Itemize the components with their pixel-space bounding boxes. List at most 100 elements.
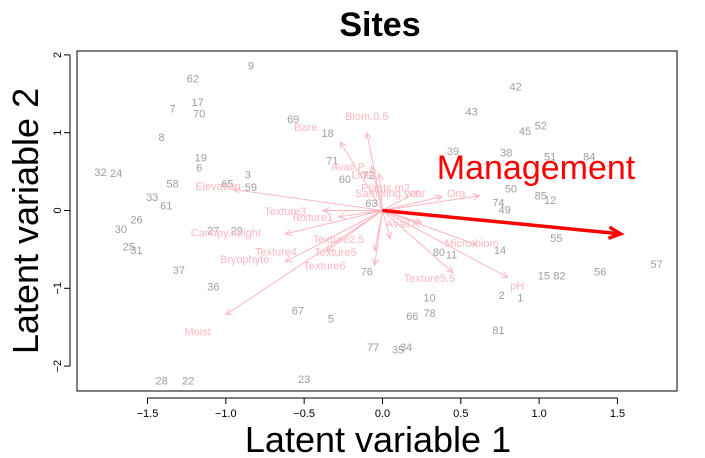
site-label: 33 bbox=[146, 192, 158, 204]
variable-arrow bbox=[371, 166, 383, 211]
variable-label: Canopy.height bbox=[191, 228, 261, 240]
x-tick-label: −1.5 bbox=[137, 408, 159, 420]
site-label: 84 bbox=[583, 151, 595, 163]
site-label: 39 bbox=[447, 146, 459, 158]
variable-arrow-head bbox=[435, 194, 444, 202]
variable-arrow bbox=[382, 210, 454, 274]
site-label: 78 bbox=[423, 308, 435, 320]
site-label: 27 bbox=[207, 225, 219, 237]
site-label: 60 bbox=[339, 174, 351, 186]
site-label: 5 bbox=[328, 313, 334, 325]
variable-arrow-head bbox=[500, 271, 509, 278]
x-tick-label: −1.0 bbox=[215, 408, 237, 420]
site-label: 10 bbox=[423, 292, 435, 304]
chart-title: Sites bbox=[339, 6, 420, 44]
site-label: 61 bbox=[160, 201, 172, 213]
y-tick-label: −2 bbox=[52, 360, 64, 373]
variable-arrow bbox=[338, 210, 383, 218]
y-tick-label: 0 bbox=[52, 207, 64, 213]
site-label: 63 bbox=[365, 198, 377, 210]
variable-label: Elevation bbox=[195, 181, 240, 193]
variable-arrow bbox=[382, 196, 443, 211]
y-axis-title: Latent variable 2 bbox=[5, 88, 46, 354]
variable-arrow bbox=[378, 173, 383, 211]
variable-label: Texture4 bbox=[255, 246, 297, 258]
site-label: 3 bbox=[245, 169, 251, 181]
variable-arrow-head bbox=[376, 172, 384, 181]
site-label: 11 bbox=[446, 250, 457, 262]
site-label: 9 bbox=[248, 60, 254, 72]
variable-label: Avail.K bbox=[386, 218, 421, 230]
management-vector: Management bbox=[382, 149, 636, 240]
site-label: 50 bbox=[505, 183, 517, 195]
variable-arrow-head bbox=[337, 212, 346, 220]
site-label: 22 bbox=[182, 376, 194, 388]
variable-arrows bbox=[224, 131, 509, 316]
management-label: Management bbox=[437, 149, 636, 187]
plot-frame bbox=[76, 50, 678, 392]
site-label: 14 bbox=[494, 245, 506, 257]
variable-arrow bbox=[382, 195, 480, 211]
site-label: 59 bbox=[245, 182, 257, 194]
site-label: 31 bbox=[130, 245, 142, 257]
variable-arrow bbox=[382, 190, 419, 211]
x-tick-label: 0.5 bbox=[453, 408, 468, 420]
variable-label: Org bbox=[447, 188, 465, 200]
site-label: 24 bbox=[110, 168, 122, 180]
y-axis: −2 −1 0 1 2 bbox=[52, 52, 71, 373]
variable-label: Texture5.5 bbox=[404, 273, 455, 285]
site-label: 15 bbox=[538, 271, 550, 283]
variable-arrow bbox=[285, 210, 383, 263]
variable-arrow-head bbox=[414, 217, 423, 225]
y-tick-label: 2 bbox=[52, 52, 64, 58]
x-axis-title: Latent variable 1 bbox=[245, 419, 511, 458]
site-label: 71 bbox=[326, 155, 338, 167]
site-label: 72 bbox=[362, 170, 374, 182]
site-label: 42 bbox=[510, 81, 522, 93]
variable-arrow bbox=[339, 141, 383, 211]
site-label: 32 bbox=[94, 167, 106, 179]
variable-arrow-head bbox=[385, 231, 393, 240]
site-label: 51 bbox=[544, 151, 556, 163]
variable-arrow-head bbox=[411, 190, 420, 198]
site-label: 76 bbox=[361, 267, 373, 279]
y-tick-label: −1 bbox=[52, 282, 64, 295]
site-label: 66 bbox=[406, 311, 418, 323]
x-tick-label: 0.0 bbox=[375, 408, 390, 420]
y-tick-label: 1 bbox=[52, 130, 64, 136]
variable-arrow bbox=[233, 188, 383, 211]
site-label: 19 bbox=[195, 152, 207, 164]
site-label: 80 bbox=[433, 247, 445, 259]
variable-label: Avail.P bbox=[331, 162, 365, 174]
site-label: 45 bbox=[519, 126, 531, 138]
site-label: 55 bbox=[550, 233, 562, 245]
site-label: 12 bbox=[544, 195, 556, 207]
variable-arrow-head bbox=[472, 193, 481, 201]
site-label: 36 bbox=[207, 281, 219, 293]
variable-label: Texture5 bbox=[314, 247, 356, 259]
variable-arrow-head bbox=[284, 229, 293, 236]
variable-arrow bbox=[285, 210, 383, 235]
variable-arrow-head bbox=[369, 165, 377, 174]
variable-arrow-head bbox=[284, 255, 293, 263]
site-label: 26 bbox=[130, 215, 142, 227]
variable-label: Texture3 bbox=[264, 206, 306, 218]
site-label: 37 bbox=[173, 265, 185, 277]
site-label: 56 bbox=[594, 267, 606, 279]
variable-label: Bare bbox=[294, 122, 317, 134]
site-label: 17 bbox=[192, 97, 204, 109]
variable-arrow-head bbox=[364, 131, 372, 140]
variable-label: Moist bbox=[184, 327, 210, 339]
site-label: 65 bbox=[221, 179, 233, 191]
site-label: 62 bbox=[187, 74, 199, 86]
site-label: 38 bbox=[500, 148, 512, 160]
variable-arrow-head bbox=[224, 308, 233, 316]
x-axis: −1.5 −1.0 −0.5 0.0 0.5 1.0 1.5 bbox=[137, 397, 625, 420]
site-label: 70 bbox=[193, 109, 205, 121]
variable-arrow-head bbox=[372, 258, 379, 267]
site-label: 25 bbox=[123, 242, 135, 254]
x-tick-label: −0.5 bbox=[293, 408, 315, 420]
variable-label: Bryophyte bbox=[220, 254, 270, 266]
